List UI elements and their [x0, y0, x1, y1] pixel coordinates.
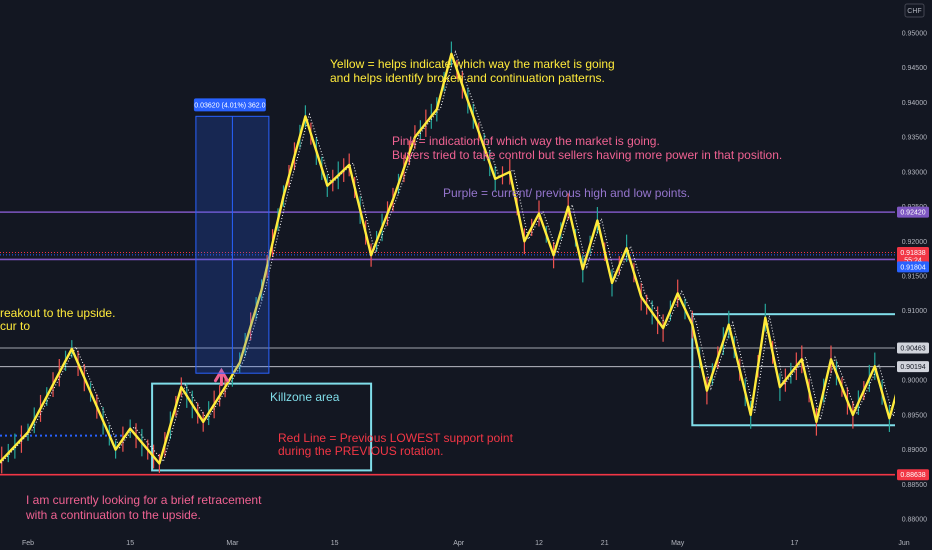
- annotation-looking-line2: with a continuation to the upside.: [25, 508, 201, 522]
- price-axis[interactable]: [895, 0, 932, 550]
- current-price-tag-label: 0.91804: [900, 264, 925, 271]
- x-tick-label: 15: [331, 540, 339, 547]
- annotation-purple: Purple = current/ previous high and low …: [443, 186, 690, 200]
- y-tick-label: 0.88500: [902, 482, 927, 489]
- price-line-tag-0[interactable]: [897, 206, 929, 218]
- price-line-tag-label: 0.88638: [900, 472, 925, 479]
- x-tick-label: May: [671, 540, 685, 547]
- annotation-looking-line1: I am currently looking for a brief retra…: [26, 493, 262, 507]
- y-tick-label: 0.93500: [902, 135, 927, 142]
- zone-box-0[interactable]: [151, 382, 373, 472]
- annotation-pink-line2: Buyers tried to take control but sellers…: [392, 148, 782, 162]
- price-line-tag-label: 0.90194: [900, 364, 925, 371]
- price-line-tag-3[interactable]: [897, 361, 929, 373]
- annotation-redline-line2: during the PREVIOUS rotation.: [278, 444, 443, 458]
- trend-dotted-line: [0, 50, 932, 465]
- annotation-breakout-line1: reakout to the upside.: [0, 306, 115, 320]
- annotation-killzone: Killzone area: [270, 390, 340, 404]
- annotation-yellow-line2: and helps identify broken and continuati…: [330, 71, 605, 85]
- y-tick-label: 0.89500: [902, 412, 927, 419]
- x-tick-label: 17: [791, 540, 799, 547]
- time-axis[interactable]: [0, 536, 932, 550]
- price-line-tag-2[interactable]: [897, 342, 929, 354]
- price-line-tag-label: 0.92420: [900, 210, 925, 217]
- x-tick-label: Feb: [22, 540, 34, 547]
- y-tick-label: 0.89000: [902, 447, 927, 454]
- current-price-tag-label: 0.91838: [900, 250, 925, 257]
- y-tick-label: 0.93000: [902, 169, 927, 176]
- y-tick-label: 0.92000: [902, 239, 927, 246]
- annotation-breakout-line2: cur to: [0, 319, 30, 333]
- y-tick-label: 0.94500: [902, 65, 927, 72]
- y-tick-label: 0.95000: [902, 31, 927, 38]
- y-tick-label: 0.88000: [902, 517, 927, 524]
- y-tick-label: 0.90000: [902, 378, 927, 385]
- y-tick-label: 0.91500: [902, 274, 927, 281]
- annotation-yellow-line1: Yellow = helps indicate which way the ma…: [330, 57, 615, 71]
- yellow-trend-line[interactable]: [0, 52, 932, 474]
- price-line-tag-4[interactable]: [897, 469, 929, 481]
- x-tick-label: Mar: [226, 540, 239, 547]
- annotation-redline-line1: Red Line = Previous LOWEST support point: [278, 431, 514, 445]
- x-tick-label: Apr: [453, 540, 465, 547]
- current-price-tag-0[interactable]: [897, 247, 929, 266]
- currency-label: CHF: [907, 8, 921, 15]
- x-tick-label: 21: [601, 540, 609, 547]
- price-line-tag-label: 0.90463: [900, 345, 925, 352]
- current-price-tag-1[interactable]: [897, 261, 929, 273]
- y-tick-label: 0.94000: [902, 100, 927, 107]
- x-tick-label: 12: [535, 540, 543, 547]
- y-tick-label: 0.91000: [902, 308, 927, 315]
- x-tick-label: Jun: [898, 540, 909, 547]
- x-tick-label: 15: [126, 540, 134, 547]
- measure-label-bg: [193, 98, 266, 112]
- measure-label: 0.03620 (4.01%) 362.0: [194, 102, 265, 109]
- currency-badge[interactable]: CHF: [904, 3, 925, 18]
- annotation-pink-line1: Pink = indication of which way the marke…: [392, 134, 660, 148]
- countdown-label: 55:24: [904, 258, 922, 265]
